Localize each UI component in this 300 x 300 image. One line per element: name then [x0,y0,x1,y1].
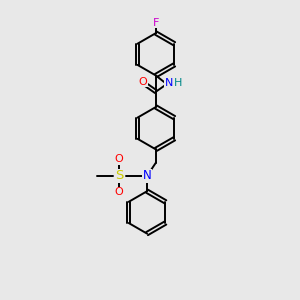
Text: O: O [139,77,147,87]
Text: F: F [153,18,159,28]
Text: N: N [143,169,152,182]
Text: O: O [115,154,124,164]
Text: O: O [115,188,124,197]
Text: N: N [165,78,173,88]
Text: H: H [174,78,182,88]
Text: S: S [115,169,123,182]
